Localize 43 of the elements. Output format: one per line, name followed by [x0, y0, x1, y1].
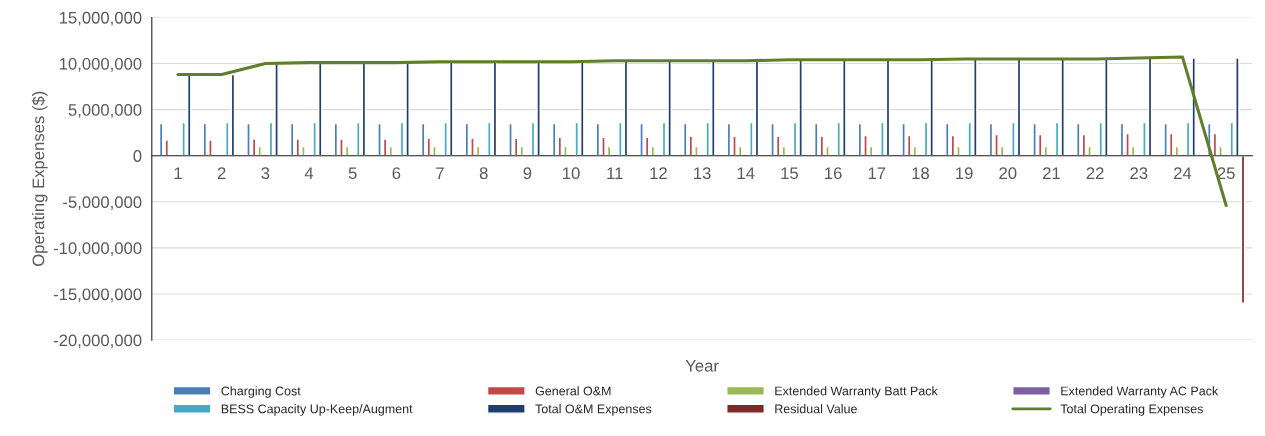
x-tick-label: 18 — [912, 167, 929, 180]
legend-label: Charging Cost — [221, 386, 301, 398]
legend-label: Total O&M Expenses — [535, 404, 652, 416]
x-tick-label: 15 — [781, 167, 798, 180]
legend-label: Total Operating Expenses — [1060, 404, 1203, 416]
x-tick-label: 9 — [523, 167, 532, 180]
x-tick-label: 22 — [1086, 167, 1104, 179]
x-tick-label: 20 — [999, 167, 1017, 180]
legend-label: Extended Warranty AC Pack — [1061, 386, 1219, 398]
x-tick-label: 14 — [737, 167, 755, 179]
x-tick-label: 2 — [217, 167, 226, 179]
x-tick-label: 21 — [1043, 167, 1060, 179]
x-tick-label: 5 — [348, 167, 357, 180]
legend-label: Extended Warranty Batt Pack — [775, 386, 938, 398]
legend-label: General O&M — [535, 386, 611, 396]
x-tick-label: 11 — [607, 167, 623, 179]
y-axis-title: Operating Expenses ($) — [31, 91, 48, 266]
y-tick-label: 10,000,000 — [59, 57, 142, 72]
x-tick-label: 23 — [1130, 167, 1148, 180]
x-tick-label: 16 — [825, 167, 842, 180]
x-tick-label: 13 — [694, 167, 711, 180]
x-tick-label: 24 — [1174, 167, 1192, 179]
legend-label: BESS Capacity Up-Keep/Augment — [221, 404, 413, 416]
y-tick-label: -5,000,000 — [63, 196, 142, 210]
x-tick-label: 25 — [1217, 167, 1235, 180]
x-tick-label: 10 — [563, 167, 580, 180]
legend-label: Residual Value — [775, 404, 857, 414]
y-tick-label: -20,000,000 — [53, 334, 142, 349]
x-tick-label: 19 — [956, 167, 973, 180]
x-axis-title: Year — [685, 360, 719, 372]
y-tick-label: 5,000,000 — [68, 104, 142, 118]
y-tick-label: 15,000,000 — [59, 11, 142, 26]
x-tick-label: 1 — [174, 167, 182, 179]
x-tick-label: 3 — [261, 167, 270, 180]
x-tick-label: 8 — [479, 167, 488, 180]
x-tick-label: 17 — [868, 167, 886, 179]
x-tick-label: 4 — [304, 167, 314, 179]
x-tick-label: 7 — [436, 167, 444, 179]
x-tick-label: 6 — [392, 167, 401, 180]
y-tick-label: -15,000,000 — [53, 288, 142, 303]
y-tick-label: 0 — [133, 150, 142, 162]
x-tick-label: 12 — [650, 167, 667, 179]
y-tick-label: -10,000,000 — [53, 242, 142, 257]
